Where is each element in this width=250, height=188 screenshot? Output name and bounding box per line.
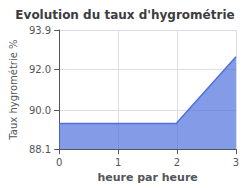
- svg-text:3: 3: [233, 157, 239, 168]
- svg-text:0: 0: [56, 157, 62, 168]
- svg-text:88.1: 88.1: [29, 144, 51, 155]
- svg-text:1: 1: [115, 157, 121, 168]
- svg-text:90.0: 90.0: [29, 105, 51, 116]
- svg-text:92.0: 92.0: [29, 64, 51, 75]
- svg-text:93.9: 93.9: [29, 25, 51, 36]
- svg-text:Taux hygrométrie %: Taux hygrométrie %: [8, 39, 19, 140]
- svg-text:Evolution du taux d'hygrométri: Evolution du taux d'hygrométrie: [15, 8, 234, 22]
- svg-text:2: 2: [174, 157, 180, 168]
- svg-text:heure par heure: heure par heure: [97, 171, 197, 184]
